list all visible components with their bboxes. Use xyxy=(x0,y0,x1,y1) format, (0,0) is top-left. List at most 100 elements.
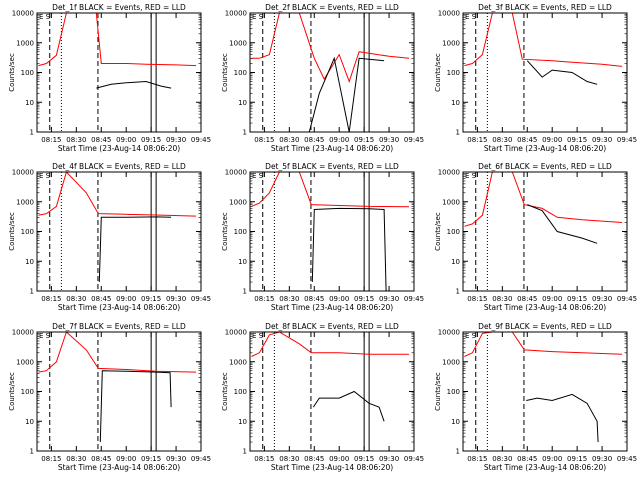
y-tick-label: 10 xyxy=(238,99,247,107)
y-axis-label: Counts/sec xyxy=(8,212,16,251)
lld-series-line xyxy=(38,13,197,67)
y-tick-label: 1000 xyxy=(229,198,247,206)
y-tick-label: 10000 xyxy=(12,10,34,18)
y-tick-label: 1000 xyxy=(229,358,247,366)
plot-frame xyxy=(36,331,202,452)
x-tick-label: 09:45 xyxy=(191,455,211,463)
x-tick-label: 08:45 xyxy=(304,136,324,144)
events-series-line xyxy=(308,56,385,132)
x-tick-label: 09:45 xyxy=(617,136,637,144)
y-axis-label: Counts/sec xyxy=(221,372,229,411)
x-tick-label: 08:45 xyxy=(517,295,537,303)
x-tick-label: 09:15 xyxy=(141,295,161,303)
x-tick-label: 09:15 xyxy=(354,455,374,463)
y-tick-label: 1 xyxy=(243,448,247,456)
plot-frame xyxy=(462,171,628,292)
y-tick-label: 10000 xyxy=(12,169,34,177)
x-tick-label: 09:45 xyxy=(191,136,211,144)
corner-marks: E S xyxy=(465,13,477,21)
y-tick-label: 10000 xyxy=(438,10,460,18)
x-tick-label: 09:15 xyxy=(141,455,161,463)
x-tick-label: 09:30 xyxy=(379,295,399,303)
x-tick-label: 09:30 xyxy=(379,136,399,144)
y-axis-label: Counts/sec xyxy=(434,53,442,92)
x-tick-label: 09:00 xyxy=(329,136,349,144)
y-tick-label: 10 xyxy=(451,258,460,266)
lld-series-line xyxy=(251,332,409,357)
series-group xyxy=(464,332,623,443)
corner-marks: E S xyxy=(465,332,477,340)
plot-frame xyxy=(249,331,415,452)
x-tick-label: 09:00 xyxy=(542,455,562,463)
event-markers xyxy=(49,13,201,132)
x-tick-label: 09:30 xyxy=(379,455,399,463)
x-tick-label: 08:45 xyxy=(517,455,537,463)
y-tick-label: 1000 xyxy=(16,198,34,206)
x-tick-label: 08:45 xyxy=(91,455,111,463)
x-tick-label: 08:15 xyxy=(467,295,487,303)
x-tick-label: 09:00 xyxy=(116,455,136,463)
y-tick-label: 100 xyxy=(21,228,34,236)
event-markers xyxy=(475,13,627,132)
x-tick-label: 08:15 xyxy=(254,455,274,463)
x-tick-label: 08:15 xyxy=(254,295,274,303)
x-tick-label: 09:30 xyxy=(166,136,186,144)
lld-series-line xyxy=(38,172,197,217)
y-tick-label: 1 xyxy=(456,129,460,137)
y-axis-label: Counts/sec xyxy=(8,53,16,92)
x-tick-label: 08:15 xyxy=(467,455,487,463)
x-tick-label: 09:00 xyxy=(542,136,562,144)
x-tick-label: 08:45 xyxy=(91,295,111,303)
y-tick-label: 100 xyxy=(447,69,460,77)
event-markers xyxy=(262,332,370,451)
y-tick-label: 1000 xyxy=(229,39,247,47)
series-group xyxy=(464,172,623,244)
series-group xyxy=(38,332,197,443)
x-tick-label: 09:45 xyxy=(617,295,637,303)
x-tick-label: 08:15 xyxy=(41,455,61,463)
y-tick-label: 1000 xyxy=(442,358,460,366)
y-axis-label: Counts/sec xyxy=(221,212,229,251)
panel-title: Det_1f BLACK = Events, RED = LLD xyxy=(52,3,186,12)
x-tick-label: 08:30 xyxy=(279,455,299,463)
events-series-line xyxy=(99,370,172,443)
corner-marks: E S xyxy=(39,172,51,180)
x-tick-label: 09:00 xyxy=(329,455,349,463)
panel-title: Det_4f BLACK = Events, RED = LLD xyxy=(52,162,186,171)
y-tick-label: 10 xyxy=(25,99,34,107)
panel-title: Det_2f BLACK = Events, RED = LLD xyxy=(265,3,399,12)
y-axis-label: Counts/sec xyxy=(221,53,229,92)
plot-frame xyxy=(462,331,628,452)
event-markers xyxy=(262,13,414,132)
x-tick-label: 09:00 xyxy=(329,295,349,303)
x-tick-label: 08:45 xyxy=(304,455,324,463)
event-markers xyxy=(49,332,157,451)
y-tick-label: 100 xyxy=(234,388,247,396)
y-axis-label: Counts/sec xyxy=(8,372,16,411)
y-tick-label: 10 xyxy=(451,418,460,426)
y-tick-label: 1 xyxy=(456,288,460,296)
x-tick-label: 08:15 xyxy=(467,136,487,144)
event-markers xyxy=(475,332,627,451)
y-tick-label: 1 xyxy=(243,288,247,296)
x-tick-label: 09:30 xyxy=(592,455,612,463)
y-axis-label: Counts/sec xyxy=(434,372,442,411)
x-tick-label: 08:30 xyxy=(66,136,86,144)
y-tick-label: 10000 xyxy=(438,169,460,177)
panel-title: Det_8f BLACK = Events, RED = LLD xyxy=(265,322,399,331)
panel-title: Det_6f BLACK = Events, RED = LLD xyxy=(478,162,612,171)
x-tick-label: 09:00 xyxy=(542,295,562,303)
series-group xyxy=(251,332,409,422)
lld-series-line xyxy=(464,332,623,357)
y-axis-label: Counts/sec xyxy=(434,212,442,251)
x-tick-label: 09:00 xyxy=(116,295,136,303)
y-tick-label: 10000 xyxy=(225,329,247,337)
x-axis-label: Start Time (23-Aug-14 08:06:20) xyxy=(58,303,180,312)
panel-title: Det_5f BLACK = Events, RED = LLD xyxy=(265,162,399,171)
y-tick-label: 1000 xyxy=(16,358,34,366)
